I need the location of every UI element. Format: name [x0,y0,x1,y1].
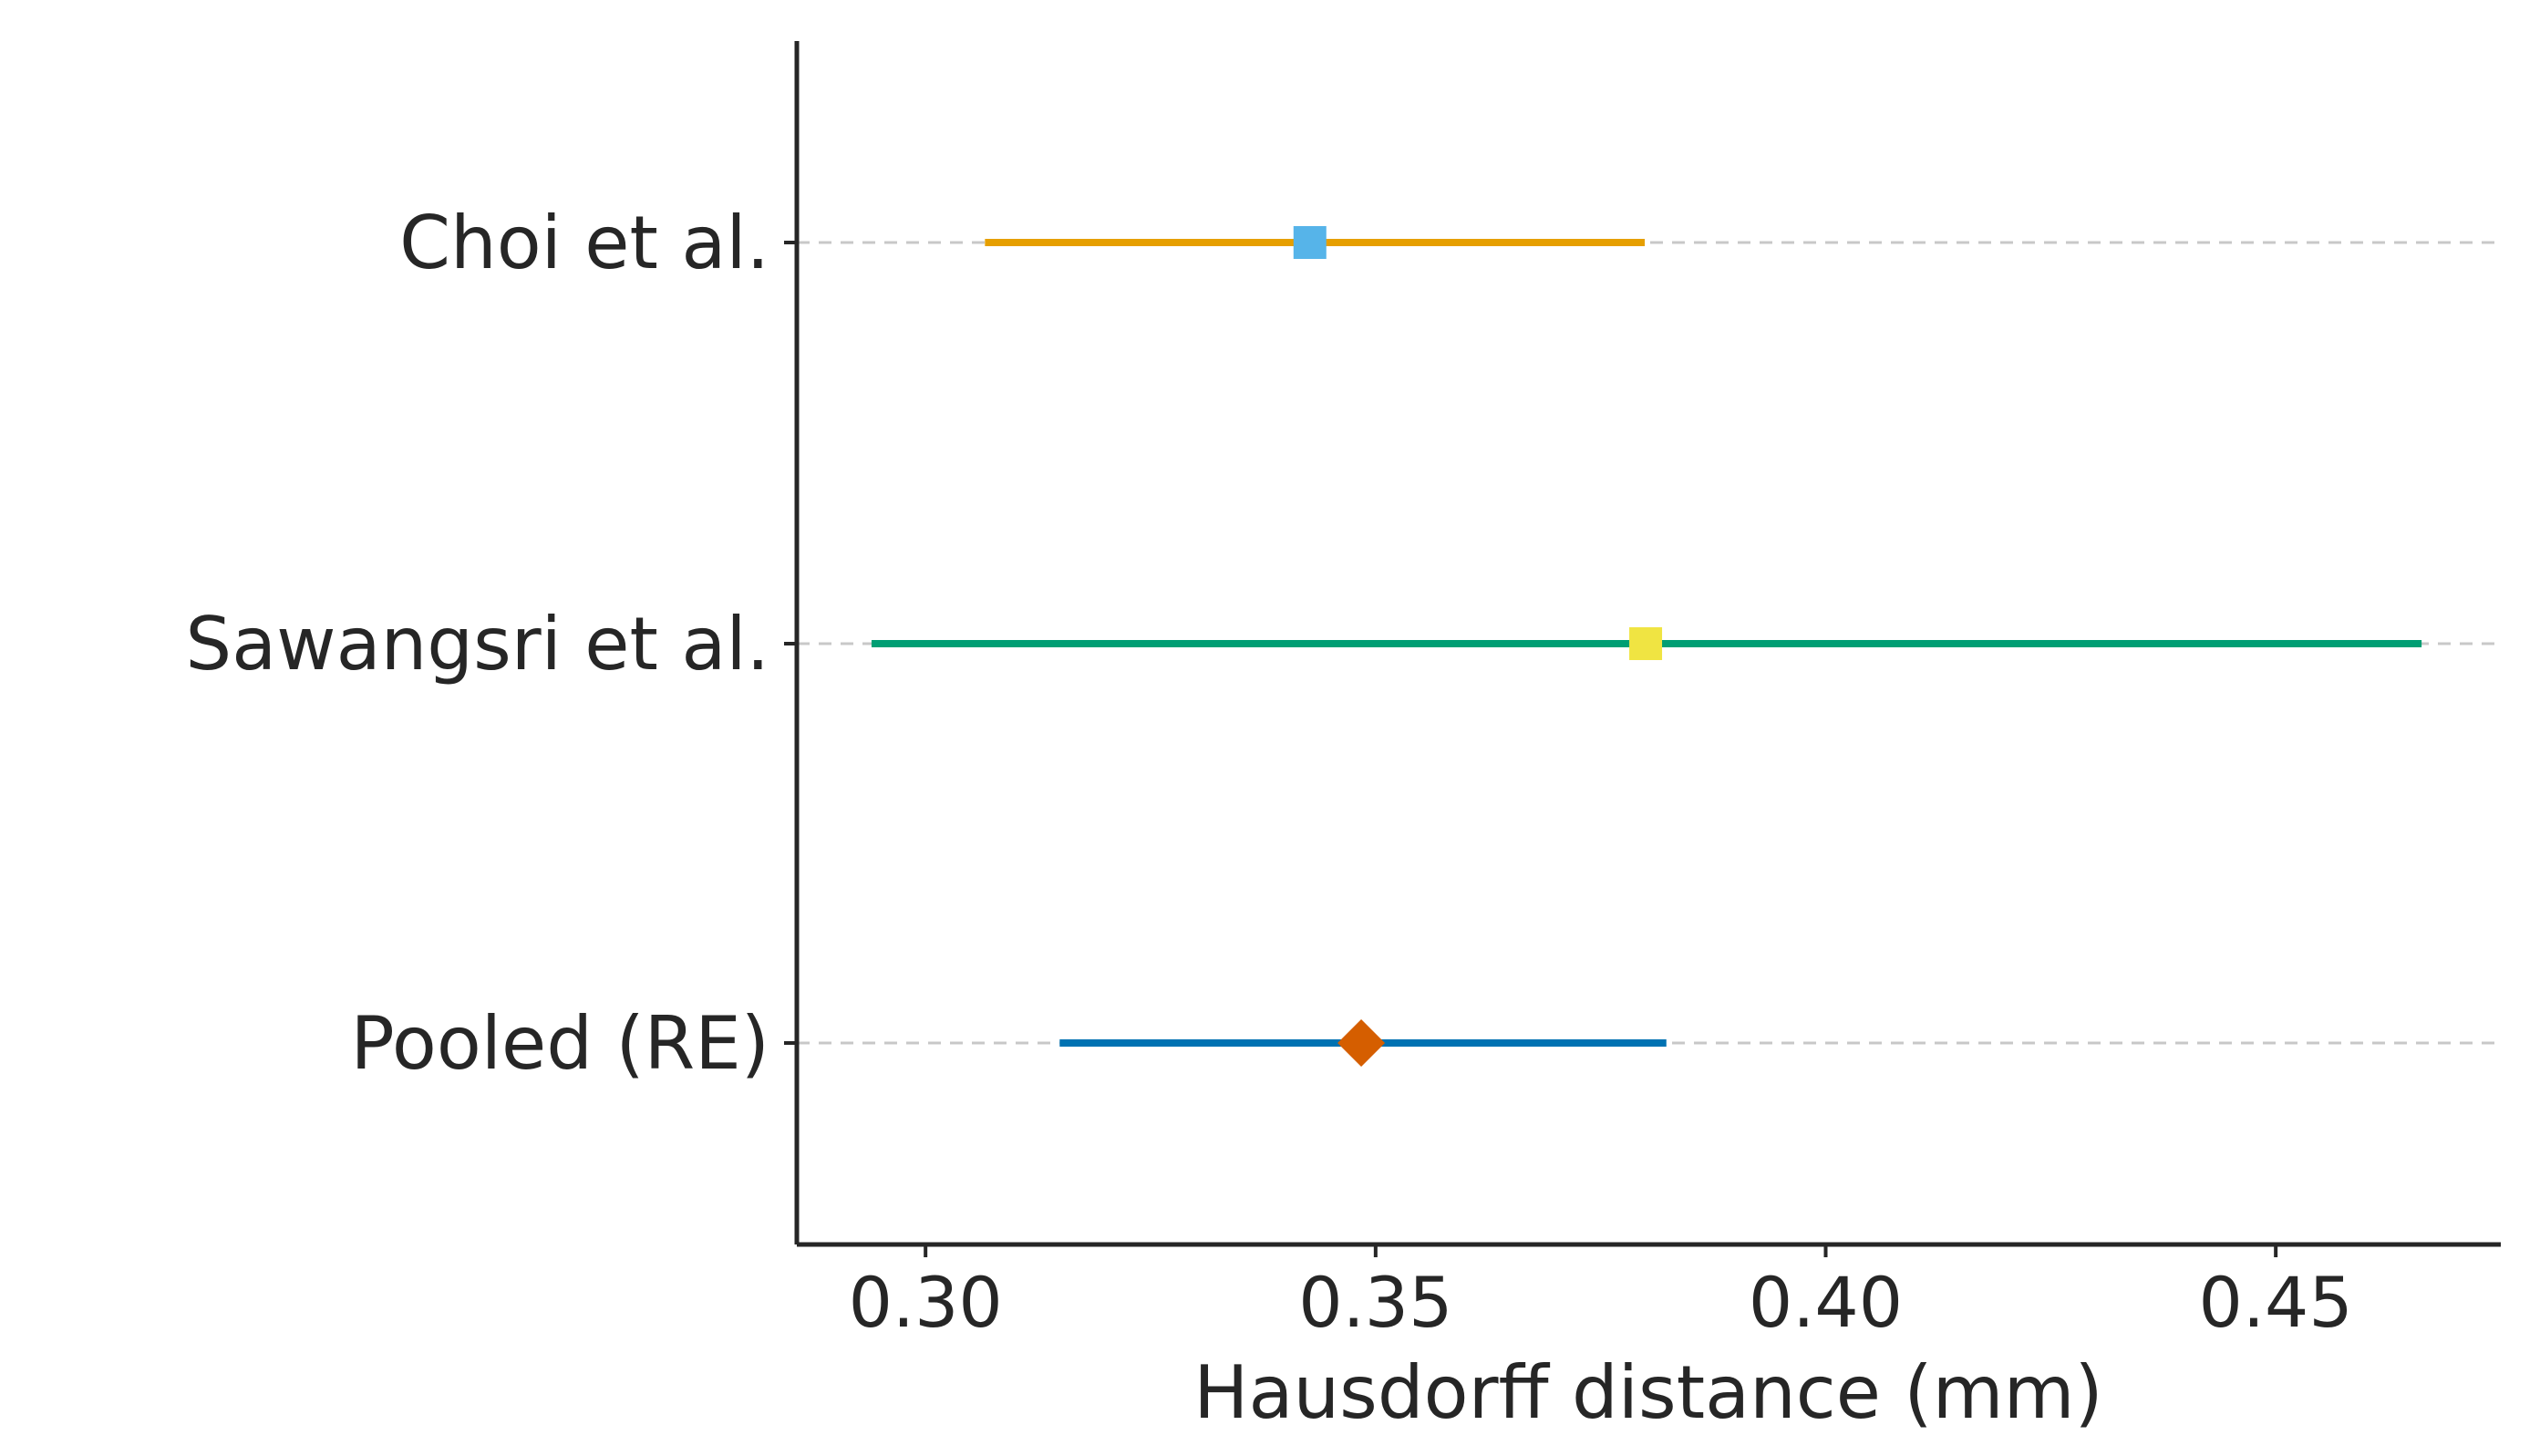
pooled-estimate-marker [1337,1019,1386,1067]
y-ticks: Choi et al. Sawangsri et al. Pooled (RE) [185,201,797,1086]
x-ticks: 0.30 0.35 0.40 0.45 [849,1244,2353,1343]
x-tick-label: 0.35 [1298,1262,1452,1343]
x-axis-title: Hausdorff distance (mm) [1193,1350,2102,1435]
x-tick-label: 0.30 [849,1262,1003,1343]
row-label: Sawangsri et al. [185,602,769,687]
row-label: Pooled (RE) [351,1001,770,1086]
series-layer [871,226,2422,1067]
x-tick-label: 0.40 [1749,1262,1903,1343]
row-label: Choi et al. [399,201,769,285]
point-estimate-marker [1293,226,1327,259]
point-estimate-marker [1629,627,1663,660]
x-tick-label: 0.45 [2199,1262,2353,1343]
